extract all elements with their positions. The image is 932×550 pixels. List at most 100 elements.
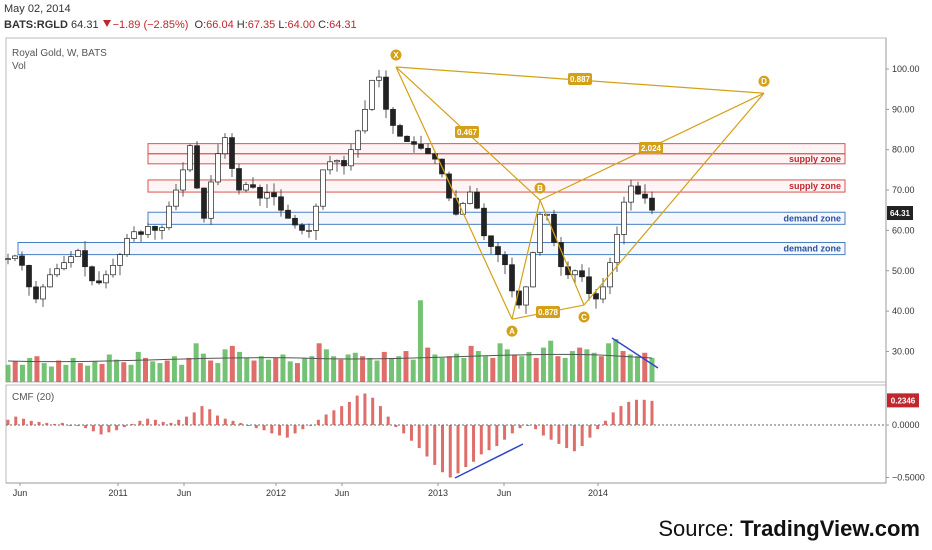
source-brand: TradingView.com: [740, 516, 920, 541]
candle-up: [621, 201, 627, 235]
vol-legend: Vol: [12, 61, 26, 72]
volume-bar-up: [345, 354, 351, 382]
volume-bar-up: [649, 357, 655, 382]
cmf-bar: [518, 425, 522, 429]
volume-bar-down: [598, 356, 604, 382]
quote-line: BATS:RGLD 64.31 −1.89 (−2.85%) O:66.04 H:…: [4, 19, 357, 31]
cmf-bar: [355, 395, 359, 425]
volume-bar-down: [186, 357, 192, 382]
volume-bar-up: [150, 361, 156, 382]
pattern-point-label: B: [537, 184, 543, 193]
volume-bar-up: [461, 357, 467, 382]
price-tick-label: 60.00: [892, 225, 915, 235]
candle-down: [446, 173, 452, 199]
candle-down: [236, 168, 242, 191]
candle-up: [208, 181, 214, 219]
volume-bar-up: [309, 356, 315, 382]
candle-up: [348, 149, 354, 167]
cmf-last-badge-label: 0.2346: [891, 396, 916, 405]
cmf-bar: [627, 401, 631, 425]
candle-down: [404, 135, 410, 142]
cmf-bar: [254, 425, 258, 429]
cmf-bar: [6, 419, 10, 425]
candle-down: [271, 192, 277, 198]
cmf-bar: [293, 425, 297, 434]
volume-bar-up: [475, 351, 481, 382]
cmf-bar: [99, 425, 103, 435]
volume-bar-down: [446, 356, 452, 382]
volume-bar-down: [56, 360, 62, 382]
candle-up: [187, 145, 193, 171]
volume-bar-up: [193, 343, 199, 382]
cmf-bar: [425, 425, 429, 457]
volume-bar-up: [519, 356, 525, 382]
cmf-bar: [153, 419, 157, 425]
cmf-bar: [371, 397, 375, 425]
candle-up: [313, 205, 319, 231]
open-label: O:: [194, 19, 207, 31]
candle-up: [68, 256, 74, 264]
volume-trend-line: [611, 337, 659, 369]
candle-up: [222, 137, 228, 155]
source-credit: Source: TradingView.com: [658, 516, 920, 542]
high-value: 67.35: [247, 19, 276, 31]
candle-down: [509, 264, 515, 292]
open-value: 66.04: [206, 19, 234, 31]
demand-zone-label: demand zone: [783, 244, 841, 254]
cmf-bar: [534, 425, 538, 430]
candle-down: [278, 196, 284, 211]
volume-bar-down: [620, 351, 626, 382]
cmf-bar: [441, 425, 445, 473]
cmf-bar: [324, 414, 328, 425]
candle-up: [327, 161, 333, 171]
volume-bar-down: [468, 345, 474, 382]
volume-bar-down: [12, 361, 18, 382]
candle-up: [355, 130, 361, 151]
candle-up: [362, 108, 368, 132]
volume-bar-up: [114, 359, 120, 382]
cmf-bar: [588, 425, 592, 438]
cmf-bar: [417, 425, 421, 449]
cmf-bar: [332, 410, 336, 425]
candle-down: [495, 246, 501, 255]
series-legend: Royal Gold, W, BATS: [12, 48, 107, 59]
cmf-bar: [433, 425, 437, 465]
cmf-bar: [262, 425, 266, 431]
candle-down: [635, 185, 641, 195]
cmf-bar: [464, 425, 468, 467]
candle-down: [390, 108, 396, 126]
cmf-bar: [161, 421, 165, 425]
pattern-point-label: A: [509, 327, 515, 336]
volume-bar-down: [381, 351, 387, 382]
volume-bar-down: [34, 356, 40, 382]
cmf-bar: [503, 425, 507, 440]
candle-down: [82, 250, 88, 268]
volume-bar-up: [613, 339, 619, 382]
volume-bar-up: [27, 357, 33, 382]
volume-bar-down: [577, 347, 583, 382]
candle-down: [418, 143, 424, 149]
ratio-badge: [536, 306, 560, 318]
volume-bar-down: [555, 356, 561, 382]
volume-bar-up: [504, 349, 510, 382]
volume-bar-up: [627, 354, 633, 382]
price-change: −1.89 (−2.85%): [112, 19, 189, 31]
cmf-bar: [215, 415, 219, 425]
cmf-bar: [29, 420, 33, 425]
low-value: 64.00: [287, 19, 316, 31]
volume-bar-up: [258, 356, 264, 382]
volume-bar-up: [584, 349, 590, 382]
candle-up: [5, 258, 11, 260]
volume-bar-down: [642, 352, 648, 382]
volume-bar-down: [208, 360, 214, 382]
volume-bar-down: [229, 345, 235, 382]
volume-bar-up: [215, 363, 221, 382]
candle-up: [75, 250, 81, 257]
volume-bar-down: [338, 359, 344, 382]
volume-bar-up: [389, 357, 395, 382]
volume-bar-down: [99, 363, 105, 382]
low-label: L:: [278, 19, 288, 31]
volume-bar-up: [548, 340, 554, 382]
candle-down: [257, 187, 263, 199]
